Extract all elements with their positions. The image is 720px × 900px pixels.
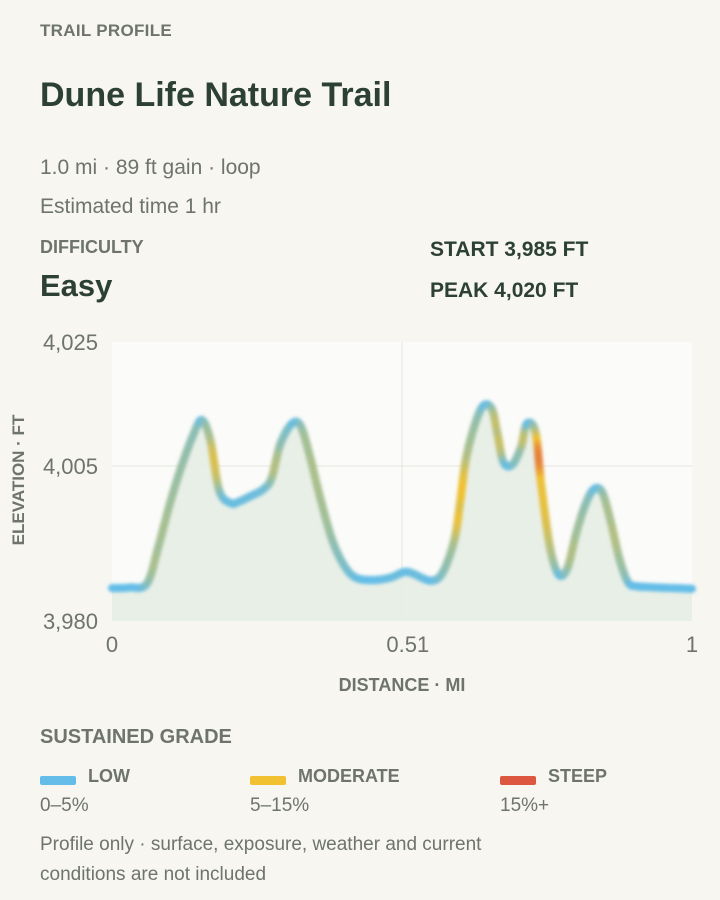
estimated-time: Estimated time 1 hr [40,195,221,218]
trail-summary: 1.0 mi · 89 ft gain · loop [40,156,261,179]
legend-name-moderate: MODERATE [298,766,400,786]
difficulty-label: DIFFICULTY [40,237,144,257]
legend-range-steep: 15%+ [500,795,550,816]
legend-swatch-low [40,776,76,785]
y-tick-label: 4,025 [43,330,98,355]
legend-range-low: 0–5% [40,795,89,816]
legend-swatch-moderate [250,776,286,785]
trail-profile-eyebrow: TRAIL PROFILE [40,21,173,40]
elevation-area-fill [112,404,692,621]
trail-name-title: Dune Life Nature Trail [40,76,392,114]
x-tick-label: 0 [106,632,118,657]
legend-title: SUSTAINED GRADE [40,726,232,748]
x-axis-label: DISTANCE · MI [339,675,466,695]
x-tick-label: 1 [686,632,698,657]
legend-range-moderate: 5–15% [250,795,310,816]
y-tick-label: 4,005 [43,454,98,479]
legend-swatch-steep [500,776,536,785]
peak-elevation-stat: PEAK 4,020 FT [430,279,579,302]
difficulty-value: Easy [40,268,113,303]
legend-name-low: LOW [88,766,130,786]
y-tick-label: 3,980 [43,609,98,634]
elevation-profile-chart: 3,980 4,005 4,025 0 0.51 1 DISTANCE · MI ELE… [9,330,698,695]
x-tick-label: 0.51 [386,632,429,657]
y-axis-label: ELEVATION · FT [9,414,28,545]
start-elevation-stat: START 3,985 FT [430,238,589,261]
disclaimer-note: Profile only · surface, exposure, weathe… [40,834,482,885]
legend-name-steep: STEEP [548,766,608,786]
